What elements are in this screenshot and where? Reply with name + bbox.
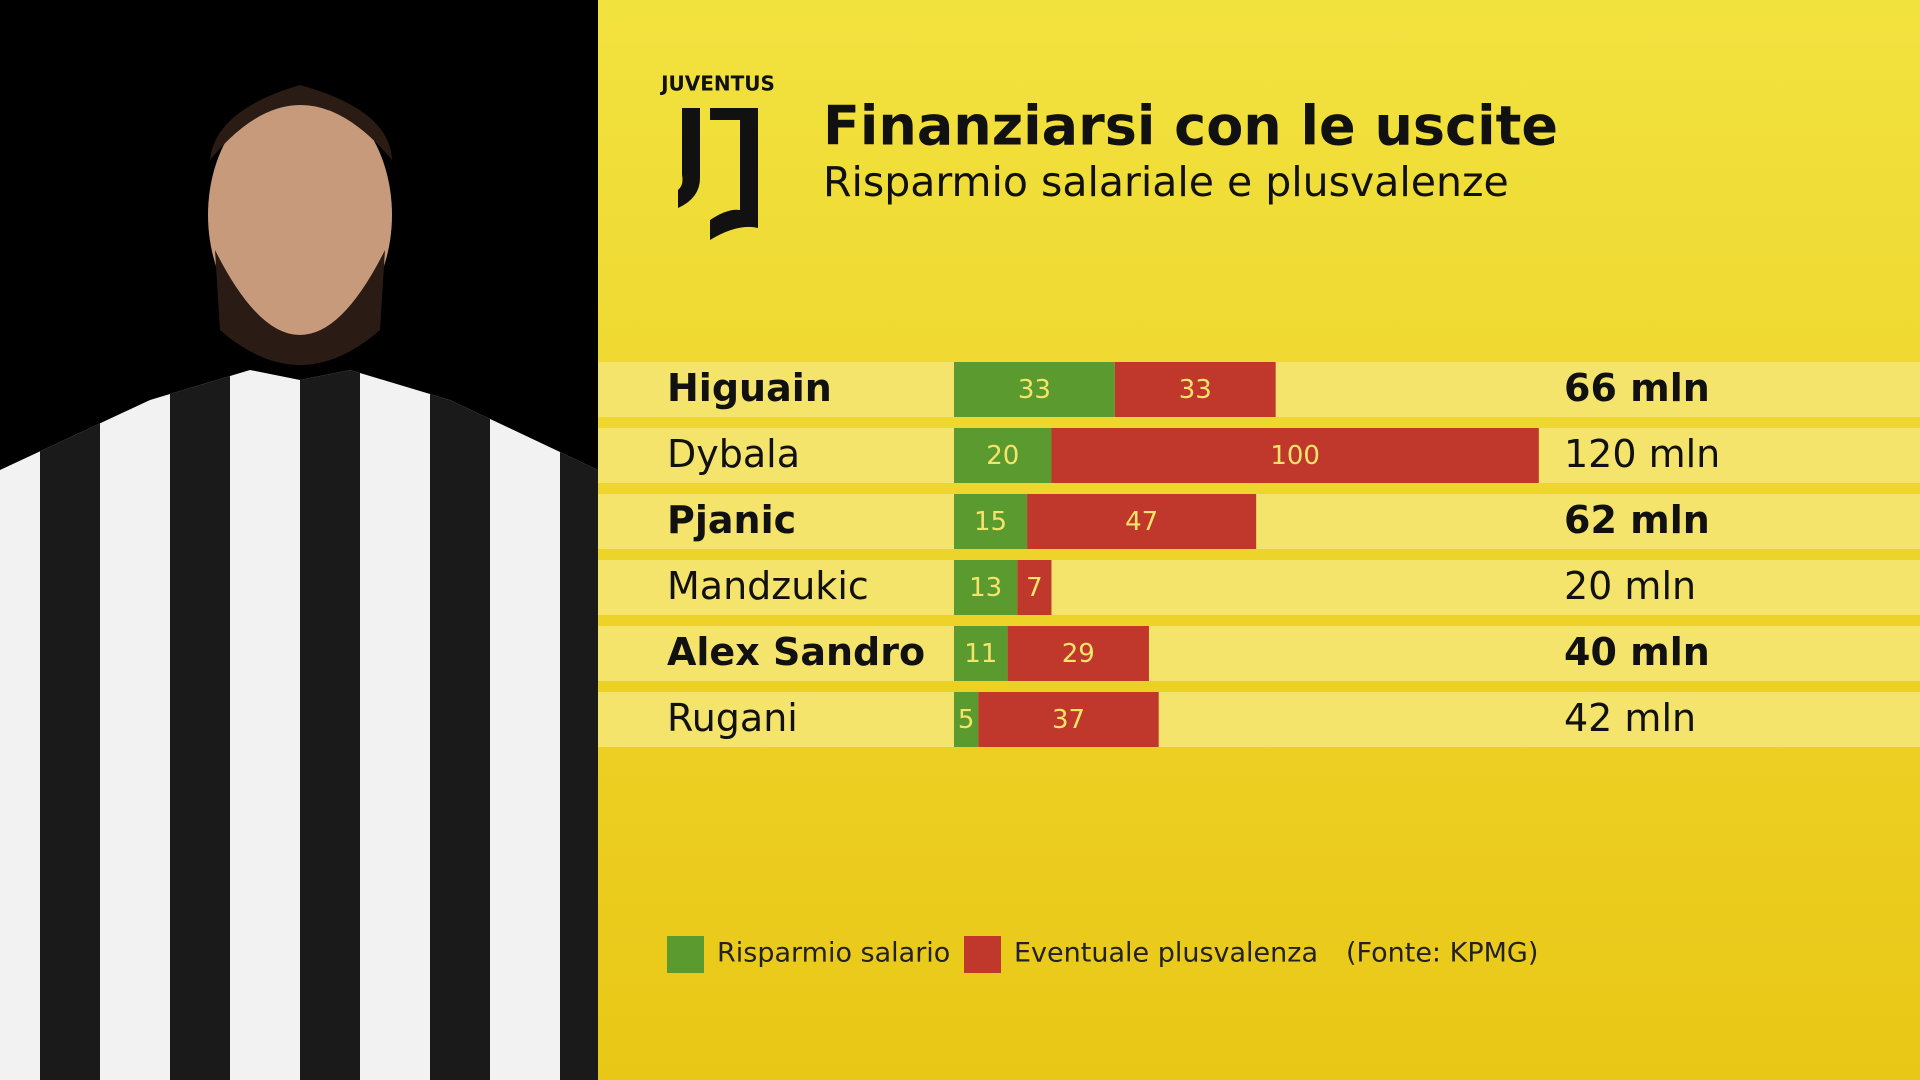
total-label: 42 mln bbox=[1564, 696, 1696, 740]
segment-label: 15 bbox=[974, 507, 1007, 537]
bar-segment bbox=[1017, 560, 1052, 615]
category-label: Alex Sandro bbox=[667, 630, 925, 674]
legend-label: Eventuale plusvalenza bbox=[1014, 938, 1318, 969]
segment-label: 33 bbox=[1179, 375, 1212, 405]
category-label: Mandzukic bbox=[667, 564, 869, 608]
total-label: 20 mln bbox=[1564, 564, 1696, 608]
segment-label: 47 bbox=[1125, 507, 1158, 537]
rows: Higuain 33 33 66 mln Dybala 20 100 120 mln Pjani… bbox=[598, 362, 1920, 747]
bar-segment bbox=[954, 560, 1018, 615]
row-band bbox=[598, 494, 1920, 549]
source-note: (Fonte: KPMG) bbox=[1346, 938, 1538, 969]
row-band bbox=[598, 692, 1920, 747]
bar-segment bbox=[1114, 362, 1276, 417]
chart-subtitle: Risparmio salariale e plusvalenze bbox=[823, 158, 1509, 206]
bar-segment bbox=[1007, 626, 1149, 681]
chart-title: Finanziarsi con le uscite bbox=[823, 95, 1558, 158]
category-label: Pjanic bbox=[667, 498, 796, 542]
total-label: 62 mln bbox=[1564, 498, 1710, 542]
category-label: Dybala bbox=[667, 432, 800, 476]
segment-label: 13 bbox=[969, 573, 1002, 603]
total-label: 40 mln bbox=[1564, 630, 1710, 674]
player-photo bbox=[0, 85, 598, 1080]
segment-label: 29 bbox=[1062, 639, 1095, 669]
bar-segment bbox=[954, 626, 1008, 681]
segment-label: 33 bbox=[1018, 375, 1051, 405]
bar-segment bbox=[954, 692, 979, 747]
legend: Risparmio salario Eventuale plusvalenza bbox=[667, 936, 1318, 973]
bar-segment bbox=[1051, 428, 1539, 483]
bar-segment bbox=[954, 362, 1115, 417]
legend-label: Risparmio salario bbox=[717, 938, 950, 969]
segment-label: 37 bbox=[1052, 705, 1085, 735]
total-label: 66 mln bbox=[1564, 366, 1710, 410]
bar-segment bbox=[954, 428, 1052, 483]
total-label: 120 mln bbox=[1564, 432, 1720, 476]
row-band bbox=[598, 560, 1920, 615]
legend-swatch bbox=[964, 936, 1001, 973]
row-band bbox=[598, 626, 1920, 681]
segment-label: 5 bbox=[958, 705, 975, 735]
category-label: Higuain bbox=[667, 366, 832, 410]
logo-text: JUVENTUS bbox=[659, 72, 775, 96]
segment-label: 7 bbox=[1026, 573, 1043, 603]
category-label: Rugani bbox=[667, 696, 798, 740]
segment-label: 20 bbox=[986, 441, 1019, 471]
bar-segment bbox=[954, 494, 1028, 549]
logo: JUVENTUS bbox=[659, 72, 775, 240]
bar-segment bbox=[1027, 494, 1257, 549]
segment-label: 11 bbox=[964, 639, 997, 669]
segment-label: 100 bbox=[1270, 441, 1320, 471]
legend-swatch bbox=[667, 936, 704, 973]
bar-segment bbox=[978, 692, 1159, 747]
